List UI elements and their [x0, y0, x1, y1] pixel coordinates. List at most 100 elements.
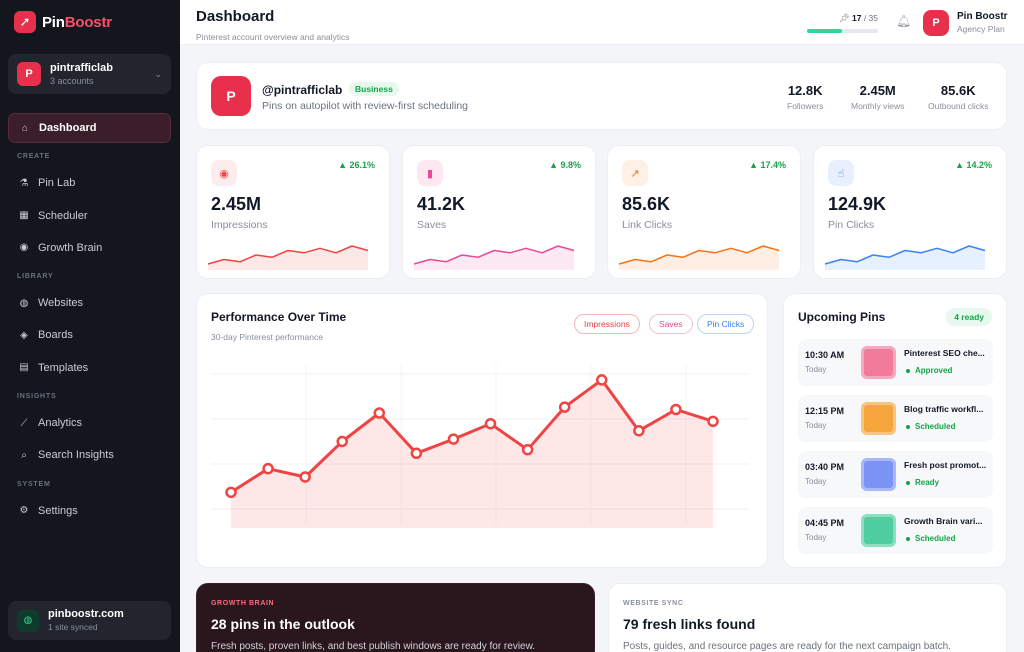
sparkline-line [618, 245, 780, 265]
sidebar-item-label: Websites [38, 297, 84, 310]
quota-total: / 35 [863, 13, 878, 23]
stat-value: 85.6K [940, 83, 976, 98]
impressions-point [299, 471, 311, 483]
sidebar-item-label: Templates [38, 361, 89, 374]
user-name[interactable]: Pin Boostr [957, 11, 1008, 22]
chart-line-icon: ⟋ [20, 417, 28, 429]
sidebar-item-websites[interactable]: ◍ Websites [8, 288, 171, 318]
external-link-icon: ↗ [622, 160, 648, 186]
card-title: 28 pins in the outlook [211, 616, 355, 632]
legend-pin-clicks-toggle[interactable]: Pin Clicks [697, 314, 755, 334]
globe-icon: ◍ [17, 609, 39, 632]
impressions-point [633, 425, 645, 437]
legend-impressions-toggle[interactable]: Impressions [574, 314, 640, 334]
metric-value: 124.9K [828, 194, 887, 214]
impressions-point [410, 447, 423, 460]
metric-card-link-clicks: ↗ ▲ 17.4% 85.6K Link Clicks [607, 145, 801, 279]
pin-status-label: Scheduled [915, 422, 956, 431]
sidebar-item-dashboard[interactable]: ⌂ Dashboard [8, 113, 171, 143]
pin-name: Blog traffic workfl... [904, 404, 984, 414]
sidebar-item-label: Growth Brain [38, 241, 103, 254]
pin-status: Approved [906, 366, 952, 375]
account-switcher[interactable]: P pintrafficlab 3 accounts ⌄ [8, 54, 171, 94]
sidebar-item-analytics[interactable]: ⟋ Analytics [8, 408, 171, 438]
pin-day: Today [805, 421, 827, 430]
sparkline-line [207, 245, 369, 265]
page-subtitle: Pinterest account overview and analytics [196, 32, 350, 42]
upcoming-pin-row[interactable]: 10:30 AM Today Pinterest SEO che... Appr… [798, 339, 993, 386]
bell-icon[interactable]: 🔔︎ [896, 14, 912, 28]
sidebar-item-search-insights[interactable]: ⌕ Search Insights [8, 440, 171, 470]
impressions-point [336, 435, 348, 448]
pin-thumbnail [861, 346, 896, 379]
impressions-point [521, 443, 534, 456]
impressions-point [558, 401, 571, 413]
pin-status: Scheduled [906, 422, 955, 431]
upcoming-pin-row[interactable]: 03:40 PM Today Fresh post promot... Read… [798, 451, 993, 498]
sidebar-item-settings[interactable]: ⚙ Settings [8, 496, 171, 526]
upcoming-pin-row[interactable]: 04:45 PM Today Growth Brain vari... Sche… [798, 507, 993, 554]
upcoming-pin-row[interactable]: 12:15 PM Today Blog traffic workfl... Sc… [798, 395, 993, 442]
sparkline-area [208, 246, 368, 270]
sidebar-item-scheduler[interactable]: ▦ Scheduler [8, 201, 171, 231]
pin-status: Ready [906, 478, 939, 487]
user-avatar[interactable]: P [923, 10, 949, 36]
metric-card-pin-clicks: ☝ ▲ 14.2% 124.9K Pin Clicks [813, 145, 1007, 279]
pin-quota: 📌︎ 17 / 35 [807, 13, 878, 33]
quota-used: 17 [851, 13, 862, 23]
pin-status-label: Scheduled [915, 534, 956, 543]
metric-change: ▲ 26.1% [338, 160, 375, 170]
sidebar-item-boards[interactable]: ◈ Boards [8, 320, 171, 350]
pin-status: Scheduled [906, 534, 955, 543]
metric-label: Pin Clicks [828, 219, 875, 231]
metric-label: Saves [417, 219, 447, 231]
rocket-logo-icon: ➚ [14, 11, 36, 33]
status-dot-icon [906, 480, 910, 485]
metric-value: 85.6K [622, 194, 671, 214]
card-text: Fresh posts, proven links, and best publ… [211, 641, 536, 652]
pin-thumbnail [861, 402, 896, 435]
nav-section-create: CREATE [17, 153, 51, 161]
profile-stat-followers: 12.8K Followers [787, 83, 823, 111]
sidebar-item-pin-lab[interactable]: ⚗ Pin Lab [8, 168, 171, 198]
legend-saves-toggle[interactable]: Saves [649, 314, 693, 334]
profile-stat-outbound-clicks: 85.6K Outbound clicks [928, 83, 988, 111]
sidebar-item-label: Analytics [38, 417, 83, 430]
website-sync-card[interactable]: WEBSITE SYNC 79 fresh links found Posts,… [608, 583, 1007, 652]
pin-status-label: Approved [915, 366, 953, 375]
globe-icon: ◍ [19, 297, 29, 309]
impressions-area [231, 379, 713, 528]
site-status-card[interactable]: ◍ pinboostr.com 1 site synced [8, 601, 171, 640]
stat-label: Monthly views [851, 101, 905, 111]
account-type-badge: Business [349, 82, 399, 96]
impressions-point [373, 407, 386, 419]
pin-time: 04:45 PM [805, 518, 845, 528]
sparkline-line [413, 245, 575, 265]
performance-card: Performance Over Time 30-day Pinterest p… [196, 293, 768, 568]
pin-name: Pinterest SEO che... [904, 348, 985, 358]
status-dot-icon [906, 536, 910, 541]
sidebar-item-growth-brain[interactable]: ◉ Growth Brain [8, 233, 171, 263]
nav-section-library: LIBRARY [17, 273, 54, 281]
profile-handle: @pintrafficlab [262, 83, 343, 97]
card-title: 79 fresh links found [623, 616, 756, 632]
pin-icon: 📌︎ [838, 13, 850, 23]
account-count: 3 accounts [50, 75, 94, 86]
gear-icon: ⚙ [19, 505, 29, 517]
chart-subtitle: 30-day Pinterest performance [211, 332, 323, 342]
pin-thumbnail [861, 514, 896, 547]
sparkline [413, 245, 575, 270]
metric-card-impressions: ◉ ▲ 26.1% 2.45M Impressions [196, 145, 390, 279]
metric-card-saves: ▮ ▲ 9.8% 41.2K Saves [402, 145, 596, 279]
pin-status-label: Ready [915, 478, 940, 487]
card-kicker: WEBSITE SYNC [623, 600, 684, 607]
stat-value: 2.45M [859, 83, 896, 98]
user-plan: Agency Plan [957, 24, 1005, 34]
impressions-line [230, 378, 714, 494]
sidebar-item-templates[interactable]: ▤ Templates [8, 353, 171, 383]
sidebar-nav: ⌂ Dashboard CREATE ⚗ Pin Lab ▦ Scheduler… [8, 113, 171, 528]
brand-name-part1: Pin [42, 13, 65, 31]
nav-section-insights: INSIGHTS [17, 393, 57, 401]
brand[interactable]: ➚ PinBoostr [14, 10, 112, 34]
growth-brain-card[interactable]: GROWTH BRAIN 28 pins in the outlook Fres… [196, 583, 595, 652]
